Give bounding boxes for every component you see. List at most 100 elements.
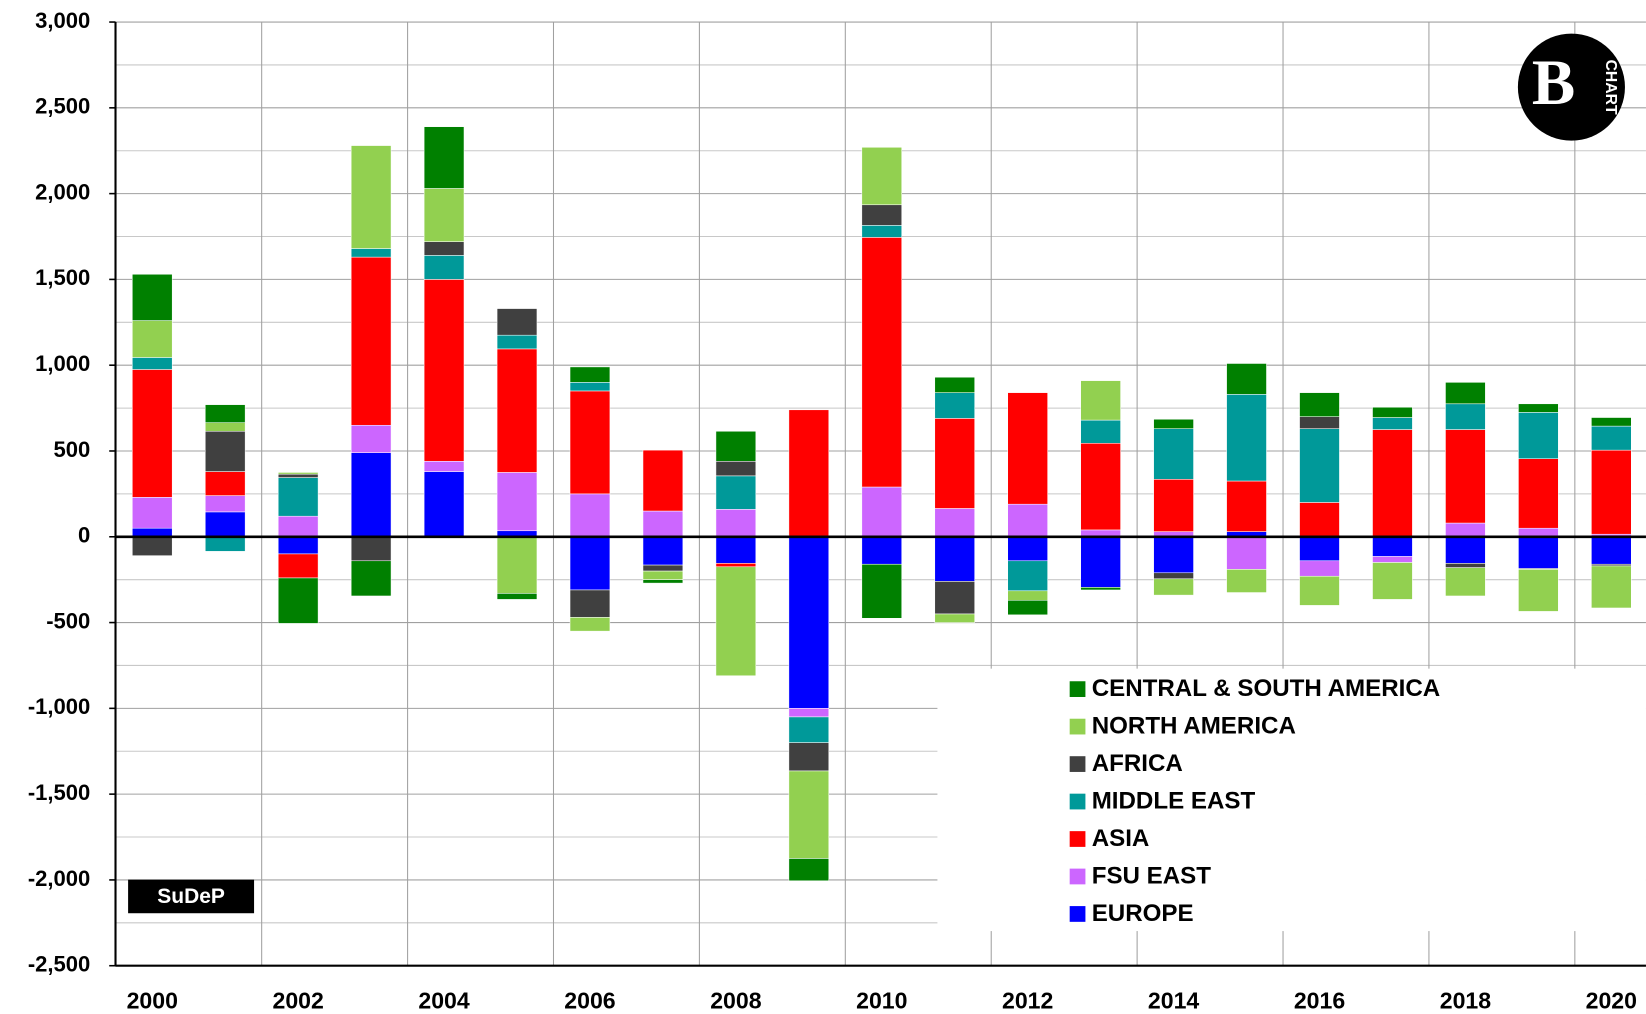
bar-segment [1153,578,1194,596]
bar-segment [642,579,684,584]
bar-segment [1299,392,1340,417]
bar-segment [1007,503,1048,538]
bar-segment [934,581,975,615]
bar-segment [1299,575,1340,606]
bar-segment [1445,403,1486,430]
legend: EUROPE FSU EAST ASIA MIDDLE EAST AFRICA NORTH… [937,668,1646,932]
legend-label: NORTH AMERICA [1092,712,1296,739]
x-tick-label: 2014 [1148,988,1200,1014]
bar-segment [569,493,611,538]
bar-segment [715,563,757,568]
bar-segment [132,320,173,358]
bar-segment [423,461,465,472]
legend-label: EUROPE [1092,900,1194,927]
bar-segment [496,348,538,473]
bar-segment [788,858,830,882]
bar-segment [1153,572,1194,580]
x-tick-label: 2000 [127,988,178,1014]
bar-segment [715,461,757,477]
bar-segment [1518,403,1559,413]
legend-swatch [1069,793,1086,810]
bar-segment [1591,425,1632,451]
bar-segment [642,449,684,512]
bar-segment [1591,536,1632,565]
bar-segment [788,536,830,709]
bar-segment [350,424,392,453]
x-tick-label: 2018 [1440,988,1492,1014]
bar-segment [569,382,611,392]
bar-segment [1226,480,1267,532]
logo-text: CHART [1602,60,1619,115]
x-tick-label: 2020 [1586,988,1637,1014]
y-tick-label: 2,000 [35,179,90,204]
legend-label: MIDDLE EAST [1092,787,1256,814]
bar-segment [1153,536,1194,574]
svg-text:B: B [1532,47,1575,119]
y-tick-label: -2,500 [28,952,90,977]
bar-segment [715,566,757,677]
bar-segment [204,430,246,472]
bar-segment [423,126,465,189]
bar-segment [1226,569,1267,593]
bar-segment [1445,563,1486,568]
bar-segment [1445,567,1486,597]
bar-segment [642,536,684,566]
x-tick-label: 2008 [710,988,762,1014]
bar-segment [1591,417,1632,427]
bar-segment [861,204,902,226]
bar-segment [350,560,392,597]
bar-segment [1518,458,1559,529]
bar-segment [277,515,319,538]
bar-segment [934,508,975,538]
bar-segment [1591,565,1632,609]
bar-segment [1226,363,1267,395]
bar-segment [132,369,173,498]
y-tick-label: 2,500 [35,94,90,119]
x-tick-label: 2012 [1002,988,1053,1014]
bar-segment [277,473,319,478]
bar-segment [204,536,246,552]
bar-segment [277,536,319,555]
bar-segment [861,563,902,619]
bar-segment [569,536,611,591]
bar-segment [569,366,611,383]
bar-segment [642,510,684,538]
bar-segment [861,536,902,565]
bar-segment [496,593,538,600]
legend-swatch [1069,718,1086,735]
bar-segment [934,613,975,623]
bar-segment [642,570,684,580]
bar-segment [277,577,319,624]
bar-segment [715,536,757,564]
legend-box [937,668,1646,932]
x-tick-label: 2004 [418,988,470,1014]
y-tick-label: 1,000 [35,351,90,376]
bar-segment [132,273,173,321]
x-tick-label: 2002 [272,988,323,1014]
bar-segment [350,248,392,258]
bar-segment [642,564,684,572]
bar-segment [1372,429,1413,538]
bar-segment [277,472,319,475]
bar-segment [1372,406,1413,418]
bar-segment [1153,479,1194,532]
bar-segment [934,376,975,393]
bar-segment [1007,560,1048,592]
bar-segment [1153,418,1194,429]
legend-swatch [1069,868,1086,885]
bar-segment [1007,392,1048,505]
legend-label: CENTRAL & SOUTH AMERICA [1092,675,1440,702]
bar-segment [715,475,757,510]
bar-segment [132,497,173,529]
legend-swatch [1069,756,1086,772]
y-tick-label: 3,000 [35,8,90,33]
bar-segment [350,452,392,538]
y-tick-label: -1,000 [28,694,90,719]
bar-segment [569,390,611,495]
legend-swatch [1069,681,1086,697]
bar-segment [423,188,465,242]
bar-segment [1153,428,1194,480]
bar-segment [788,770,830,859]
x-tick-label: 2016 [1294,988,1345,1014]
